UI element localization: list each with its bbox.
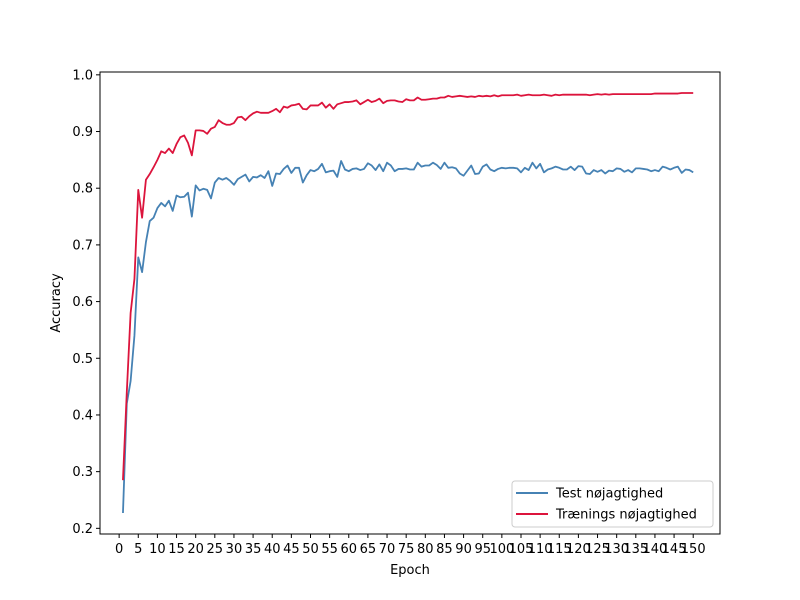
x-tick-label: 5 bbox=[134, 542, 142, 557]
y-tick-label: 0.9 bbox=[72, 125, 93, 140]
y-tick-label: 0.4 bbox=[72, 408, 93, 423]
x-tick-label: 85 bbox=[436, 542, 453, 557]
x-tick-label: 15 bbox=[168, 542, 185, 557]
x-tick-label: 115 bbox=[547, 542, 572, 557]
x-tick-label: 75 bbox=[398, 542, 415, 557]
x-tick-label: 50 bbox=[302, 542, 319, 557]
y-tick-label: 0.6 bbox=[72, 295, 93, 310]
y-tick-label: 0.8 bbox=[72, 182, 93, 197]
x-tick-label: 45 bbox=[283, 542, 300, 557]
legend-box bbox=[511, 480, 714, 528]
y-tick-label: 0.7 bbox=[72, 238, 93, 253]
legend-label-train: Trænings nøjagtighed bbox=[555, 508, 697, 523]
x-tick-label: 145 bbox=[662, 542, 687, 557]
x-tick-label: 140 bbox=[643, 542, 668, 557]
x-tick-label: 105 bbox=[509, 542, 534, 557]
y-ticks: 0.2 0.3 0.4 0.5 0.6 0.7 0.8 0.9 1.0 bbox=[72, 68, 100, 537]
x-tick-label: 120 bbox=[566, 542, 591, 557]
y-tick-label: 0.2 bbox=[72, 522, 93, 537]
x-tick-label: 25 bbox=[207, 542, 224, 557]
x-tick-label: 130 bbox=[604, 542, 629, 557]
x-tick-label: 100 bbox=[489, 542, 514, 557]
x-tick-label: 110 bbox=[528, 542, 553, 557]
x-tick-label: 35 bbox=[245, 542, 262, 557]
x-axis-label: Epoch bbox=[390, 563, 430, 578]
y-tick-label: 0.5 bbox=[72, 352, 93, 367]
x-tick-label: 125 bbox=[585, 542, 610, 557]
series-line-test bbox=[122, 160, 694, 514]
x-tick-label: 60 bbox=[340, 542, 357, 557]
y-tick-label: 0.3 bbox=[72, 465, 93, 480]
legend: Test nøjagtighed Trænings nøjagtighed bbox=[511, 480, 714, 528]
x-tick-label: 80 bbox=[417, 542, 434, 557]
x-tick-label: 0 bbox=[115, 542, 123, 557]
x-tick-label: 95 bbox=[474, 542, 491, 557]
series-line-train bbox=[122, 92, 694, 481]
y-tick-label: 1.0 bbox=[72, 68, 93, 83]
x-tick-label: 90 bbox=[455, 542, 472, 557]
series-layer bbox=[122, 92, 694, 514]
x-tick-label: 65 bbox=[360, 542, 377, 557]
x-tick-label: 20 bbox=[187, 542, 204, 557]
x-tick-label: 40 bbox=[264, 542, 281, 557]
x-tick-label: 150 bbox=[681, 542, 706, 557]
y-axis-label: Accuracy bbox=[49, 273, 64, 333]
x-tick-label: 10 bbox=[149, 542, 166, 557]
x-tick-label: 135 bbox=[623, 542, 648, 557]
x-ticks: 0 5 10 15 20 25 30 35 40 45 50 55 60 65 70 75 80 85 90 9510… bbox=[115, 534, 706, 557]
plot-frame bbox=[99, 71, 721, 535]
x-tick-label: 30 bbox=[226, 542, 243, 557]
x-tick-label: 70 bbox=[379, 542, 396, 557]
legend-label-test: Test nøjagtighed bbox=[555, 487, 663, 502]
x-tick-label: 55 bbox=[321, 542, 338, 557]
